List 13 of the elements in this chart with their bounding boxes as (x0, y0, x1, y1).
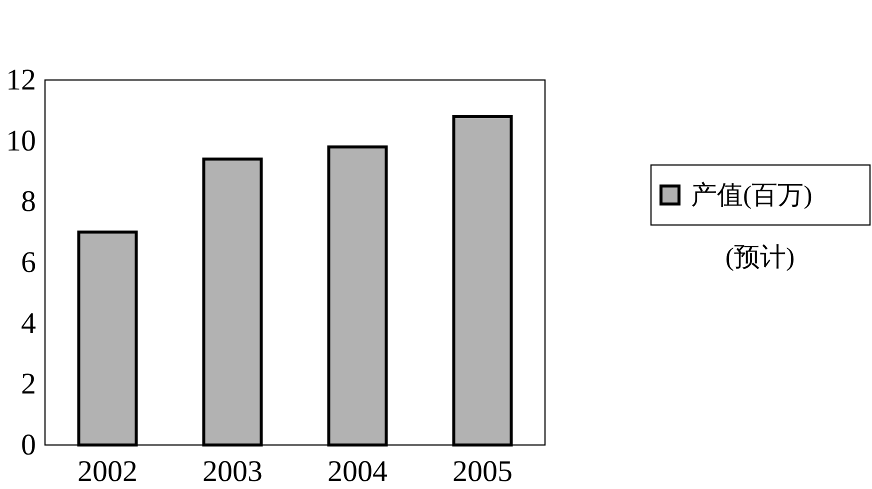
x-tick-label: 2002 (78, 455, 138, 488)
x-tick-label: 2005 (452, 455, 512, 488)
y-tick-label: 4 (21, 306, 36, 340)
annotation: (预计) (725, 242, 795, 272)
y-tick-label: 6 (21, 246, 36, 279)
y-tick-label: 0 (21, 428, 36, 462)
y-tick-label: 12 (6, 64, 36, 96)
x-tick-label: 2003 (202, 455, 262, 488)
y-tick-label: 2 (21, 368, 36, 401)
legend-label: 产值(百万) (691, 180, 812, 210)
x-tick-label: 2004 (328, 455, 388, 488)
y-tick-label: 10 (6, 124, 36, 158)
y-tick-label: 8 (21, 185, 36, 218)
